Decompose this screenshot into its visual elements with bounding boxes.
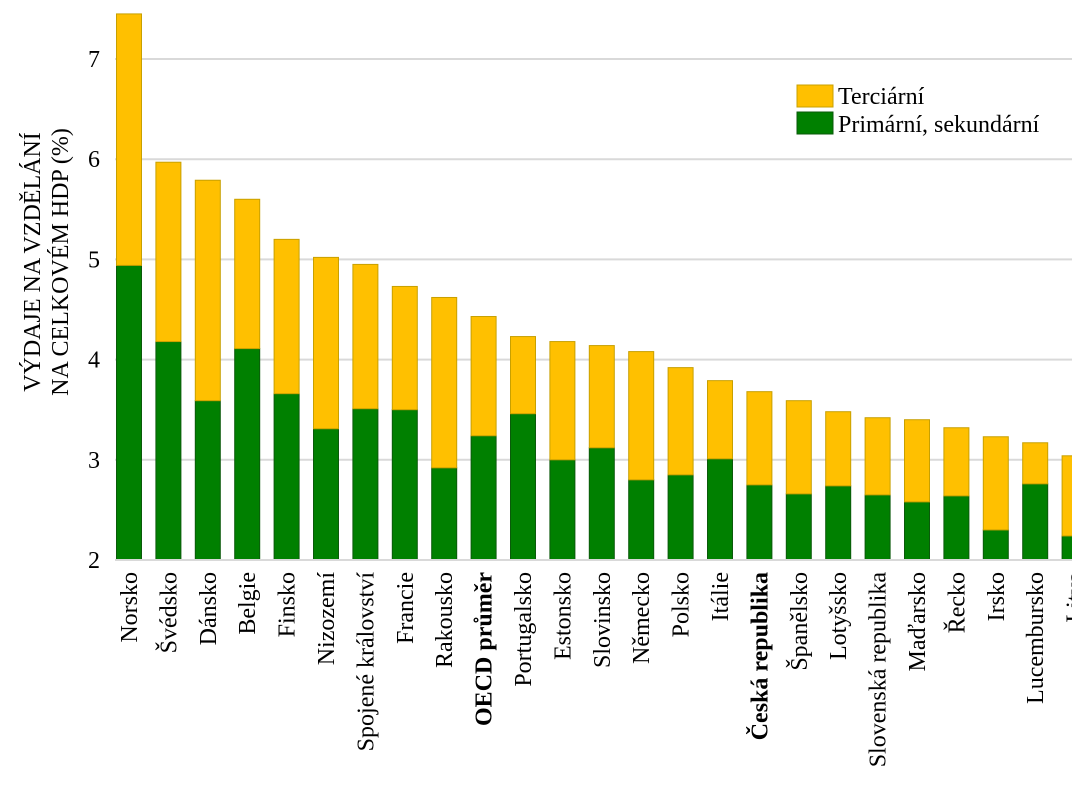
bar-primary-secondary [155,341,182,561]
x-axis-labels: Norsko Švédsko Dánsko Belgie Finsko Nizozemí S… [117,572,1072,768]
bar-primary-secondary [628,479,655,561]
legend: Terciární Primární, sekundární [796,84,1040,138]
x-category-label: Slovenská republika [866,572,892,768]
x-category-label: Itálie [708,572,734,621]
bar-primary-secondary [746,484,773,561]
bar-primary-secondary [943,495,970,561]
bar-tertiary [707,380,733,460]
x-category-label: Litva [1063,572,1072,623]
bar-tertiary [352,263,379,410]
y-tick-label: 3 [88,448,100,474]
x-category-label: Norsko [117,572,143,643]
x-category-label: Česká republika [746,572,773,740]
bar-primary-secondary [667,474,694,561]
x-category-label: Rakousko [432,572,458,668]
bar-tertiary [628,351,655,481]
x-category-label: Lucembursko [1023,572,1049,704]
x-category-label: Nizozemí [314,572,340,666]
bar-primary-secondary [431,467,458,561]
bar-tertiary [982,436,1009,531]
y-tick-label: 4 [88,348,100,374]
legend-swatch-tertiary [796,84,834,108]
x-category-label: OECD průměr [472,572,498,726]
legend-swatch-primary [796,111,834,135]
bar-primary-secondary [1061,535,1072,561]
bar-primary-secondary [194,400,221,561]
bar-tertiary [391,285,418,411]
x-category-label: Irsko [984,572,1010,621]
bar-tertiary [746,391,773,486]
bar-primary-secondary [273,393,300,561]
bar-primary-secondary [864,494,891,561]
bar-primary-secondary [707,458,733,561]
bar-tertiary [155,161,182,343]
bar-primary-secondary [825,485,852,561]
bar-tertiary [667,367,694,476]
bar-tertiary [588,345,615,449]
bar-tertiary [510,336,536,415]
bar-tertiary [273,238,300,395]
bar-primary-secondary [352,408,379,561]
bar-primary-secondary [785,493,812,561]
legend-label-tertiary: Terciární [838,84,925,110]
x-category-label: Maďarsko [905,572,931,672]
bar-tertiary [785,400,812,495]
bar-tertiary [313,256,339,430]
y-axis-label-line1: VÝDAJE NA VZDĚLÁNÍ [20,132,46,392]
bar-tertiary [431,296,458,469]
bar-tertiary [943,427,970,497]
bar-primary-secondary [904,501,930,561]
bar-primary-secondary [510,413,536,561]
x-category-label: Polsko [669,572,695,637]
x-category-label: Estonsko [550,572,576,660]
y-axis-ticks: 2 3 4 5 6 7 [88,47,100,574]
bar-tertiary [904,419,930,503]
x-category-label: Portugalsko [511,572,537,687]
y-tick-label: 7 [88,47,100,73]
bar-primary-secondary [549,459,576,561]
bar-primary-secondary [588,447,615,561]
x-category-label: Francie [393,572,419,644]
x-category-label: Německo [629,572,655,664]
x-category-label: Španělsko [786,572,813,671]
bar-tertiary [194,179,221,402]
bar-primary-secondary [313,428,339,561]
bar-primary-secondary [116,264,142,561]
x-category-label: Řecko [944,572,970,633]
x-category-label: Slovinsko [590,572,616,668]
y-tick-label: 5 [88,247,100,273]
y-tick-label: 6 [88,147,100,173]
y-axis-label-line2: NA CELKOVÉM HDP (%) [48,128,74,396]
bar-tertiary [234,198,261,350]
bar-primary-secondary [391,409,418,561]
bar-tertiary [116,13,142,266]
x-category-label: Dánsko [196,572,222,645]
bar-primary-secondary [982,529,1009,561]
legend-label-primary: Primární, sekundární [838,112,1040,138]
x-category-label: Švédsko [155,572,182,653]
bar-tertiary [825,411,852,487]
bar-tertiary [1061,455,1072,537]
bar-tertiary [864,417,891,496]
bar-tertiary [1022,442,1049,485]
x-category-label: Lotyšsko [826,572,852,660]
x-category-label: Belgie [235,572,261,635]
y-axis-label: VÝDAJE NA VZDĚLÁNÍ NA CELKOVÉM HDP (%) [20,128,74,396]
x-category-label: Spojené království [353,572,379,752]
bar-primary-secondary [234,348,261,561]
bar-primary-secondary [470,435,497,561]
bars [116,13,1072,561]
x-category-label: Finsko [275,572,301,637]
bar-tertiary [470,316,497,437]
bar-tertiary [549,341,576,461]
y-tick-label: 2 [88,548,100,574]
bar-primary-secondary [1022,483,1049,561]
